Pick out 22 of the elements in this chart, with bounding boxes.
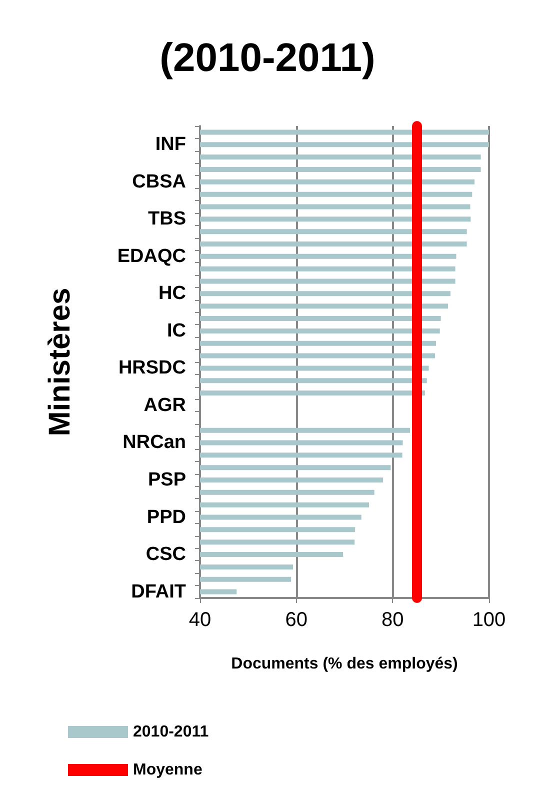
y-axis-title: Ministères — [44, 288, 76, 436]
x-tick-label: 40 — [188, 609, 212, 631]
y-tick-label: DFAIT — [131, 581, 186, 602]
x-tick-label: 100 — [472, 609, 506, 631]
legend-label: 2010-2011 — [133, 724, 209, 740]
y-tick-label: IC — [167, 320, 186, 342]
y-tick-label: HRSDC — [118, 358, 186, 379]
y-tick-label: NRCan — [122, 432, 186, 454]
y-tick-label: EDAQC — [117, 246, 186, 267]
chart-title: (2010-2011) — [160, 36, 376, 80]
y-tick-label: AGR — [144, 394, 186, 416]
y-tick-label: CBSA — [132, 171, 186, 192]
y-tick-label: INF — [155, 134, 186, 156]
y-tick-label: CSC — [146, 544, 186, 566]
legend-label: Moyenne — [133, 762, 202, 778]
x-tick-label: 80 — [382, 609, 404, 631]
y-tick-label: PSP — [148, 470, 186, 490]
x-axis-title: Documents (% des employés) — [231, 656, 458, 672]
y-tick-label: TBS — [148, 208, 186, 230]
x-tick-label: 60 — [285, 609, 308, 631]
y-tick-label: PPD — [146, 506, 186, 528]
y-tick-label: HC — [158, 283, 186, 304]
